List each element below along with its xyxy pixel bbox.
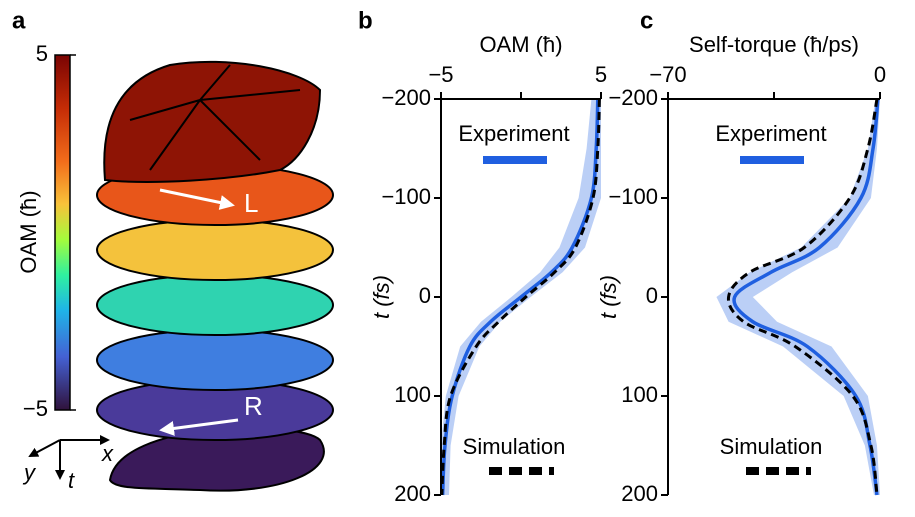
colorbar <box>54 54 71 411</box>
panel-label: a <box>12 7 26 34</box>
colorbar-label: OAM (ħ) <box>16 190 41 273</box>
x-tick-label: −70 <box>649 62 686 87</box>
legend-swatch <box>740 156 804 164</box>
y-tick-label: −200 <box>608 85 658 110</box>
helix-illustration <box>96 60 334 492</box>
y-tick-label: −100 <box>608 184 658 209</box>
y-tick-label: −200 <box>381 85 431 110</box>
annotation: R <box>244 391 263 421</box>
y-tick-label: 200 <box>621 481 658 506</box>
legend-label: Experiment <box>458 121 569 146</box>
legend-label: Simulation <box>720 434 823 459</box>
y-tick-label: 0 <box>419 283 431 308</box>
data-line <box>726 98 879 496</box>
data-line <box>440 98 601 496</box>
y-axis-title: t (fs) <box>369 275 394 319</box>
x-tick-label: −5 <box>428 62 453 87</box>
colorbar-tick-label: −5 <box>23 396 48 421</box>
y-tick-label: 100 <box>394 382 431 407</box>
x-axis-title: OAM (ħ) <box>479 32 562 57</box>
x-tick-label: 0 <box>874 62 886 87</box>
annotation: L <box>244 188 258 218</box>
legend-label: Experiment <box>715 121 826 146</box>
arrow <box>159 188 235 210</box>
y-tick-label: 0 <box>646 283 658 308</box>
arrow <box>159 418 239 436</box>
error-band <box>716 99 880 495</box>
colorbar-tick-label: 5 <box>36 41 48 66</box>
axis-name: x <box>101 441 114 466</box>
y-axis-title: t (fs) <box>596 275 621 319</box>
axis-name: t <box>68 468 75 493</box>
axis-arrow <box>28 439 61 457</box>
panel-label: c <box>640 7 653 34</box>
legend-swatch <box>483 156 547 164</box>
x-axis-title: Self-torque (ħ/ps) <box>689 32 859 57</box>
axis-name: y <box>22 460 37 485</box>
x-tick-label: 5 <box>595 62 607 87</box>
y-tick-label: −100 <box>381 184 431 209</box>
y-tick-label: 100 <box>621 382 658 407</box>
panel-label: b <box>358 7 373 34</box>
y-tick-label: 200 <box>394 481 431 506</box>
legend-label: Simulation <box>463 434 566 459</box>
